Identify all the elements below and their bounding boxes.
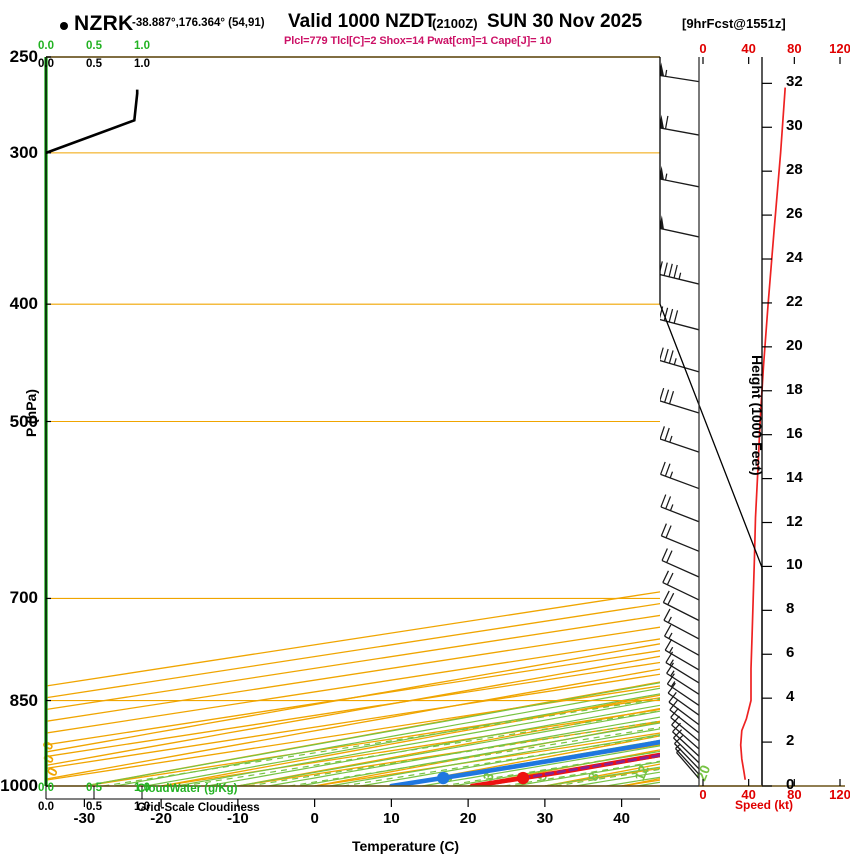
moist-adiabat-lines [84,637,660,786]
pressure-tick-250: 250 [9,47,38,66]
temperature-tick-10: 10 [383,810,400,827]
pressure-tick-300: 300 [9,142,38,162]
height-tick-14: 14 [786,468,803,486]
station-coordinates: -38.887°,176.364° (54,91) [132,17,265,29]
pressure-tick-400: 400 [9,294,38,314]
cloudiness-tick-bottom-2: 1.0 [134,801,150,813]
axis-ticks [45,56,841,807]
cloudiness-trace [45,89,139,155]
wind-barbs [660,62,700,780]
cloudwater-axis-title: CloudWater (g/Kg) [137,783,238,795]
cloudiness-tick-bottom-1: 0.5 [86,801,102,813]
height-tick-32: 32 [786,73,803,91]
pressure-tick-700: 700 [9,588,38,608]
cloudwater-tick-top-1: 0.5 [86,40,102,52]
cloudiness-tick-top-1: 0.5 [86,58,102,70]
speed-tick-bottom-120: 120 [829,787,850,802]
forecast-tag: [9hrFcst@1551z] [682,16,786,31]
cloudwater-tick-bottom-0: 0.0 [38,782,54,794]
height-tick-18: 18 [786,380,803,398]
cloudiness-tick-top-2: 1.0 [134,58,150,70]
valid-date: SUN 30 Nov 2025 [487,11,643,32]
svg-text:0: 0 [39,738,57,753]
height-tick-30: 30 [786,117,803,135]
height-tick-10: 10 [786,556,803,574]
svg-text:12: 12 [631,762,652,783]
pressure-tick-500: 500 [9,411,38,431]
speed-tick-bottom-0: 0 [699,787,707,802]
speed-axis-title: Speed (kt) [735,798,794,812]
isotherm-lines [46,57,660,786]
temperature-tick-40: 40 [613,810,630,827]
valid-time-utc: (2100Z) [432,16,478,31]
station-id: NZRK [74,12,134,35]
cloudiness-tick-top-0: 0.0 [38,58,54,70]
cloudwater-tick-bottom-2: 1.0 [134,782,150,794]
temperature-tick--10: -10 [227,810,249,827]
valid-time-label: Valid 1000 NZDT [288,11,436,32]
temperature-tick-30: 30 [536,810,554,827]
height-tick-24: 24 [786,249,803,266]
wind-speed-profile [739,87,787,780]
height-tick-28: 28 [786,161,803,179]
height-tick-20: 20 [786,336,803,354]
temperature-tick-20: 20 [459,810,477,827]
station-marker-dot [60,22,68,30]
surface-markers [437,771,530,785]
stability-indices: Plcl=779 Tlcl[C]=2 Shox=14 Pwat[cm]=1 Ca… [284,35,552,47]
pressure-tick-1000: 1000 [0,776,38,795]
cloudiness-axis-title: Grid-Scale Cloudiness [137,802,260,814]
temperature-tick--30: -30 [73,810,96,827]
height-tick-26: 26 [786,205,803,223]
speed-tick-top-0: 0 [699,41,707,56]
dewpoint-curve [389,95,660,786]
height-tick-16: 16 [786,424,803,442]
dry-adiabat-labels: 000 [39,738,61,779]
speed-tick-top-40: 40 [741,41,756,56]
height-axis-title: Height (1000 Feet) [749,355,765,476]
height-tick-2: 2 [786,732,795,750]
svg-text:0: 0 [40,751,58,766]
speed-tick-bottom-80: 80 [787,787,802,802]
cloudiness-tick-bottom-0: 0.0 [38,801,54,813]
temperature-tick-0: 0 [310,810,319,827]
temperature-tick--20: -20 [150,810,172,827]
plot-frame [45,56,845,800]
speed-tick-bottom-40: 40 [741,787,756,802]
pressure-tick-850: 850 [9,690,38,710]
height-tick-22: 22 [786,292,803,310]
height-tick-6: 6 [786,644,795,662]
temperature-axis-title: Temperature (C) [352,838,460,854]
height-tick-12: 12 [786,512,803,530]
parcel-curve [520,714,660,780]
height-tick-8: 8 [786,600,795,618]
speed-tick-top-120: 120 [829,41,850,56]
cloudwater-tick-top-0: 0.0 [38,40,54,52]
height-tick-4: 4 [786,688,795,706]
cloudwater-tick-bottom-1: 0.5 [86,782,102,794]
mixing-ratio-lines [103,668,660,786]
cloudwater-tick-top-2: 1.0 [134,40,150,52]
speed-tick-top-80: 80 [787,41,802,56]
height-tick-0: 0 [786,776,795,793]
